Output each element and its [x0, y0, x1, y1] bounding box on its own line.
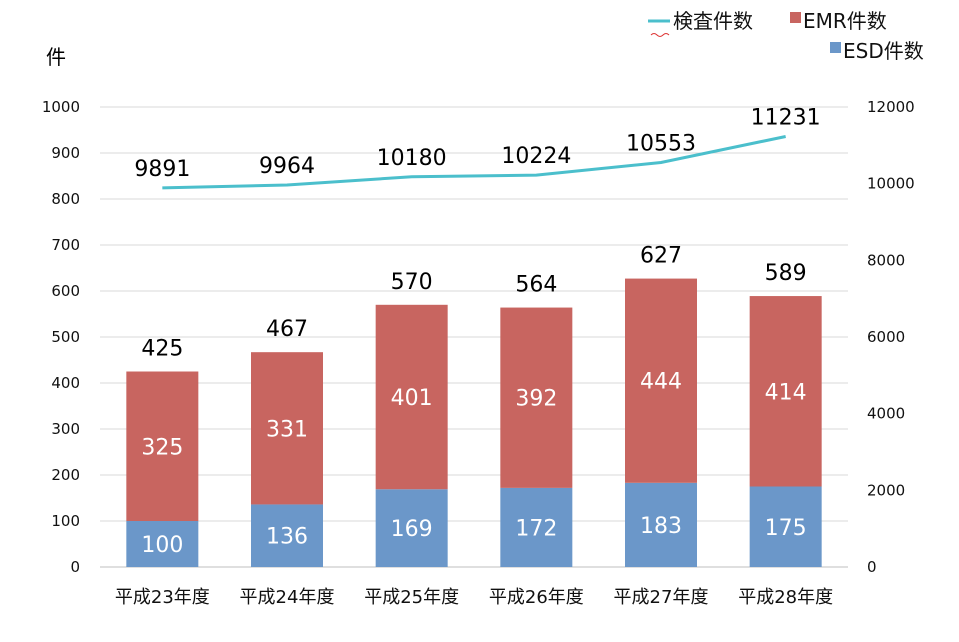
data-label-kensa: 10553	[626, 131, 696, 156]
y-tick-label: 900	[51, 144, 80, 162]
data-label-emr: 392	[515, 387, 557, 412]
x-tick-label: 平成26年度	[489, 587, 584, 608]
bar-emr	[251, 352, 323, 505]
data-label-emr: 325	[141, 435, 183, 460]
legend-label-esd: ESD件数	[843, 39, 924, 63]
line-kensa	[162, 135, 786, 190]
data-label-total: 564	[515, 273, 557, 298]
bar-esd	[625, 482, 697, 567]
y2-tick-label: 4000	[867, 405, 905, 423]
y-tick-label: 300	[51, 420, 80, 438]
data-label-total: 467	[266, 317, 308, 342]
bar-esd	[749, 486, 822, 567]
y-tick-label: 700	[51, 236, 80, 254]
data-label-kensa: 9964	[259, 154, 315, 179]
bar-emr	[126, 371, 199, 521]
y2-tick-label: 8000	[867, 251, 905, 269]
y-tick-label: 400	[51, 374, 80, 392]
legend-swatch-emr	[790, 12, 801, 23]
x-tick-label: 平成25年度	[364, 587, 459, 608]
y-tick-label: 1000	[42, 98, 80, 116]
bar-esd	[251, 504, 323, 567]
y2-tick-label: 6000	[867, 328, 905, 346]
data-label-total: 570	[391, 270, 433, 295]
data-label-kensa: 9891	[134, 157, 190, 182]
legend-label-emr: EMR件数	[803, 9, 887, 33]
x-tick-label: 平成24年度	[240, 587, 335, 608]
data-label-esd: 100	[141, 533, 183, 558]
x-tick-label: 平成28年度	[738, 587, 833, 608]
data-label-emr: 401	[391, 386, 433, 411]
data-label-esd: 183	[640, 514, 682, 539]
x-tick-label: 平成23年度	[115, 587, 210, 608]
y-tick-label: 600	[51, 282, 80, 300]
x-tick-label: 平成27年度	[614, 587, 709, 608]
legend-swatch-esd	[830, 42, 841, 53]
spellcheck-underline	[650, 33, 670, 37]
data-label-esd: 136	[266, 525, 308, 550]
bar-esd	[500, 487, 573, 567]
y-tick-label: 100	[51, 512, 80, 530]
bar-emr	[500, 307, 573, 488]
bar-emr	[375, 304, 448, 490]
legend-label-kensa: 検査件数	[673, 9, 753, 33]
y2-tick-label: 0	[867, 558, 877, 576]
data-label-kensa: 10224	[501, 144, 571, 169]
y-tick-label: 800	[51, 190, 80, 208]
bar-esd	[375, 489, 448, 567]
data-label-total: 589	[765, 261, 807, 286]
y-tick-label: 0	[70, 558, 80, 576]
data-label-kensa: 11231	[751, 105, 821, 130]
data-label-emr: 331	[266, 417, 308, 442]
data-label-esd: 175	[765, 516, 807, 541]
data-label-kensa: 10180	[377, 146, 447, 171]
y2-tick-label: 10000	[867, 175, 915, 193]
data-label-esd: 169	[391, 517, 433, 542]
y2-tick-label: 2000	[867, 481, 905, 499]
data-label-esd: 172	[515, 516, 557, 541]
y-axis-unit: 件	[46, 45, 66, 69]
y-tick-label: 500	[51, 328, 80, 346]
data-label-total: 627	[640, 244, 682, 269]
bar-esd	[126, 521, 199, 567]
data-label-emr: 414	[765, 380, 807, 405]
y-tick-label: 200	[51, 466, 80, 484]
bar-emr	[625, 278, 697, 483]
bar-emr	[749, 296, 822, 487]
y2-tick-label: 12000	[867, 98, 915, 116]
data-label-total: 425	[141, 337, 183, 362]
data-label-emr: 444	[640, 370, 682, 395]
